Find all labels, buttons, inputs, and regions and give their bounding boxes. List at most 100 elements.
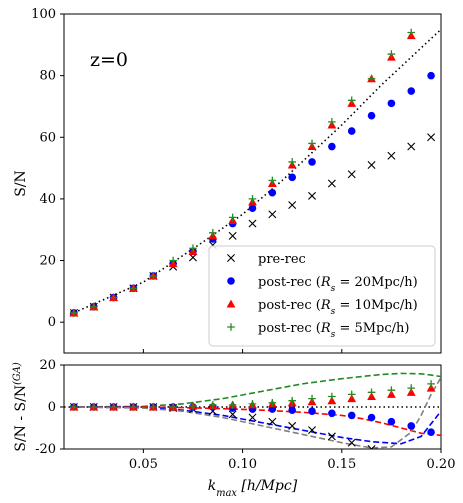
- marker-x: [407, 142, 416, 151]
- bottom-plot-area: [64, 372, 441, 461]
- legend-label: post-rec (Rs = 20Mpc/h): [258, 275, 418, 294]
- residual-series-3: [70, 380, 435, 411]
- marker-x: [308, 426, 317, 435]
- marker-x: [367, 445, 376, 449]
- marker-plus: [268, 176, 277, 185]
- legend-box: [208, 245, 436, 347]
- marker-plus: [407, 28, 416, 37]
- fit-line: [69, 28, 442, 316]
- marker-circle: [308, 158, 316, 166]
- marker-plus: [288, 396, 296, 405]
- marker-circle: [288, 406, 296, 414]
- marker-x: [387, 151, 396, 160]
- marker-circle: [347, 411, 356, 420]
- marker-x: [288, 421, 297, 430]
- marker-plus: [149, 403, 158, 411]
- marker-plus: [209, 229, 217, 237]
- marker-circle: [248, 204, 257, 212]
- y-tick-label: 0: [48, 315, 56, 330]
- marker-plus: [70, 309, 78, 317]
- marker-circle: [427, 71, 435, 80]
- marker-x: [308, 191, 317, 200]
- marker-plus: [387, 50, 396, 58]
- marker-plus: [70, 403, 78, 411]
- dashed-curve-3: [69, 377, 441, 449]
- top-axes-frame: [63, 13, 442, 354]
- marker-circle: [227, 277, 235, 285]
- bottom-ylabel: S/N - S/N(GA): [12, 362, 30, 451]
- marker-circle: [308, 407, 316, 416]
- y-tick-label: 20: [39, 254, 56, 269]
- marker-x: [248, 413, 257, 422]
- marker-plus: [407, 384, 416, 392]
- marker-plus: [248, 400, 257, 408]
- marker-plus: [189, 402, 197, 410]
- marker-circle: [407, 422, 416, 430]
- marker-plus: [109, 293, 118, 302]
- marker-plus: [328, 392, 336, 401]
- marker-x: [367, 161, 376, 169]
- x-tick-label: 0.20: [427, 457, 456, 472]
- marker-circle: [347, 127, 356, 135]
- marker-plus: [308, 139, 316, 148]
- bottom-panel: -20 0 20 0.05 0.10 0.15 0.20 S/N - S/N(GA) kmax …: [12, 358, 456, 499]
- marker-plus: [347, 96, 356, 105]
- dashed-curve-0: [69, 372, 441, 408]
- marker-x: [327, 432, 336, 441]
- marker-plus: [367, 388, 376, 397]
- marker-circle: [367, 413, 376, 422]
- marker-circle: [367, 111, 376, 120]
- x-tick-label: 0.15: [327, 457, 356, 472]
- marker-x: [327, 179, 336, 188]
- marker-circle: [427, 428, 435, 437]
- marker-plus: [189, 244, 197, 253]
- marker-plus: [89, 302, 98, 311]
- marker-x: [227, 254, 235, 262]
- marker-plus: [227, 323, 235, 331]
- top-panel: 0 20 40 60 80 100 S/N z=0 pre-rec post-rec (Rs = …: [13, 7, 442, 354]
- x-tick-label: 0.10: [228, 457, 257, 472]
- dashed-curve-1: [69, 406, 441, 437]
- marker-plus: [248, 195, 257, 203]
- marker-plus: [367, 74, 376, 83]
- legend-label: pre-rec: [258, 252, 306, 267]
- marker-x: [268, 210, 277, 219]
- marker-circle: [328, 142, 336, 151]
- legend-label: post-rec (Rs = 10Mpc/h): [258, 298, 418, 317]
- y-tick-label: 0: [48, 400, 56, 415]
- legend-label: post-rec (Rs = 5Mpc/h): [258, 321, 410, 340]
- marker-plus: [169, 256, 177, 265]
- y-tick-label: 100: [31, 7, 56, 22]
- marker-plus: [149, 272, 158, 280]
- marker-circle: [387, 417, 396, 426]
- marker-x: [268, 417, 277, 426]
- y-tick-label: 80: [39, 69, 56, 84]
- y-tick-label: -20: [35, 442, 56, 457]
- y-tick-label: 20: [39, 358, 56, 373]
- legend: pre-rec post-rec (Rs = 20Mpc/h) post-rec (…: [208, 245, 436, 347]
- marker-x: [248, 219, 257, 228]
- marker-plus: [129, 284, 138, 293]
- marker-x: [228, 231, 237, 240]
- x-axis-label: kmax [h/Mpc]: [208, 478, 298, 499]
- marker-plus: [427, 380, 435, 388]
- marker-triangle: [226, 299, 236, 308]
- marker-plus: [169, 403, 177, 411]
- marker-x: [408, 454, 415, 461]
- marker-plus: [328, 118, 336, 126]
- series-3: [70, 28, 416, 317]
- marker-plus: [387, 386, 396, 394]
- marker-circle: [268, 188, 277, 197]
- marker-plus: [109, 403, 118, 411]
- marker-plus: [228, 401, 237, 409]
- marker-x: [288, 201, 297, 210]
- marker-plus: [129, 403, 138, 411]
- marker-plus: [89, 403, 98, 411]
- marker-x: [427, 133, 436, 142]
- y-tick-label: 40: [39, 192, 56, 207]
- marker-circle: [387, 99, 396, 108]
- x-tick-label: 0.05: [129, 457, 158, 472]
- marker-plus: [288, 158, 296, 166]
- marker-plus: [347, 390, 356, 399]
- dashed-curve-2: [69, 406, 441, 445]
